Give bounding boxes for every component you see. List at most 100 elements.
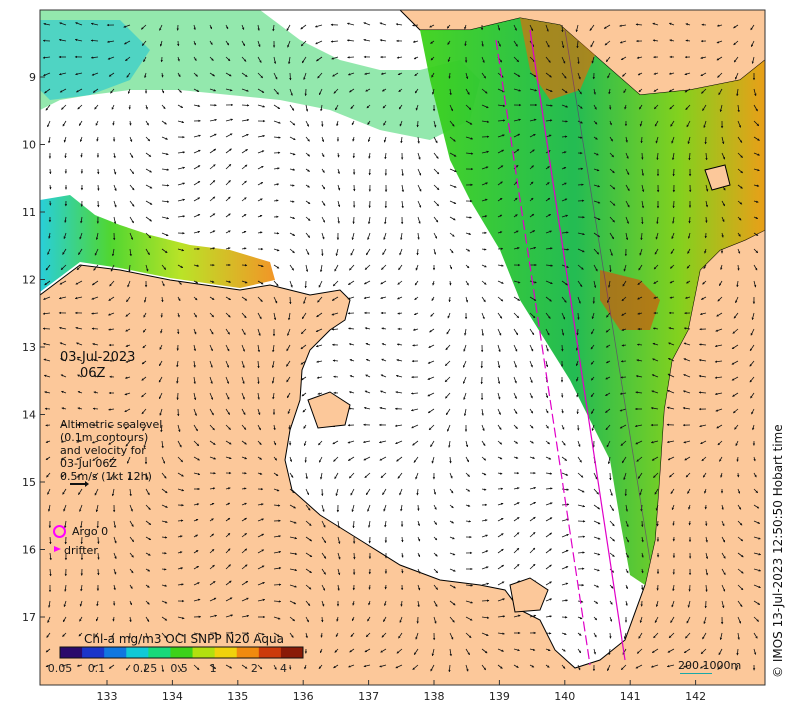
velocity-arrow xyxy=(193,165,201,170)
velocity-arrow xyxy=(718,280,723,287)
velocity-arrow xyxy=(688,216,691,224)
velocity-arrow xyxy=(145,152,152,157)
velocity-arrow xyxy=(289,152,296,156)
velocity-arrow xyxy=(545,72,552,78)
velocity-arrow xyxy=(397,296,403,300)
velocity-arrow xyxy=(273,167,280,170)
velocity-arrow xyxy=(637,72,643,76)
velocity-arrow xyxy=(241,213,247,218)
velocity-arrow xyxy=(737,152,743,158)
velocity-arrow xyxy=(273,120,281,124)
velocity-arrow xyxy=(716,40,723,44)
velocity-arrow xyxy=(62,120,67,127)
velocity-arrow xyxy=(225,180,231,186)
velocity-arrow xyxy=(625,136,628,143)
velocity-scale-arrow-icon xyxy=(70,481,89,487)
velocity-arrow xyxy=(655,136,659,144)
lat-tick-label: 14 xyxy=(22,409,36,422)
velocity-arrow xyxy=(656,152,659,161)
velocity-arrow xyxy=(127,88,131,94)
velocity-arrow xyxy=(145,232,152,239)
velocity-arrow xyxy=(561,24,564,33)
velocity-arrow xyxy=(700,296,707,300)
velocity-arrow xyxy=(129,216,134,224)
velocity-arrow xyxy=(145,120,149,126)
velocity-arrow xyxy=(177,120,185,124)
velocity-arrow xyxy=(449,88,452,96)
velocity-arrow xyxy=(577,72,581,80)
velocity-arrow xyxy=(225,148,232,154)
velocity-arrow xyxy=(609,184,616,190)
velocity-arrow xyxy=(144,72,147,79)
velocity-arrow xyxy=(545,40,550,48)
velocity-arrow xyxy=(209,72,215,77)
velocity-arrow xyxy=(497,181,503,186)
velocity-arrow xyxy=(273,312,277,321)
velocity-arrow xyxy=(415,264,419,271)
velocity-arrow xyxy=(481,296,486,303)
velocity-arrow xyxy=(289,200,295,203)
velocity-arrow xyxy=(91,72,99,76)
velocity-arrow xyxy=(529,296,537,301)
velocity-arrow xyxy=(447,56,451,62)
velocity-arrow xyxy=(225,164,232,170)
velocity-arrow xyxy=(448,72,451,79)
velocity-arrow xyxy=(257,24,260,31)
velocity-arrow xyxy=(337,152,340,158)
velocity-arrow xyxy=(577,56,580,65)
velocity-arrow xyxy=(209,196,216,202)
velocity-arrow xyxy=(94,104,99,110)
velocity-arrow xyxy=(381,264,387,270)
velocity-arrow xyxy=(641,184,645,193)
velocity-arrow xyxy=(159,24,163,31)
velocity-arrow xyxy=(145,136,151,142)
velocity-arrow xyxy=(129,232,133,240)
velocity-arrow xyxy=(48,232,51,239)
velocity-arrow xyxy=(655,232,659,240)
velocity-arrow xyxy=(545,213,552,218)
velocity-arrow xyxy=(177,280,182,285)
drifter-icon xyxy=(54,546,61,552)
velocity-arrow xyxy=(513,88,522,92)
velocity-arrow xyxy=(433,168,440,175)
velocity-arrow xyxy=(545,230,552,234)
velocity-arrow xyxy=(654,104,659,110)
velocity-arrow xyxy=(497,40,501,47)
velocity-arrow xyxy=(449,248,454,254)
velocity-arrow xyxy=(753,152,760,156)
velocity-arrow xyxy=(112,120,115,126)
velocity-arrow xyxy=(497,24,501,31)
velocity-arrow xyxy=(640,232,643,241)
argo-float-icon xyxy=(53,525,66,538)
velocity-arrow xyxy=(257,150,265,154)
altimetry-info: Altimetric sealevel (0.1m contours) and … xyxy=(60,418,162,483)
velocity-arrow xyxy=(589,24,595,31)
velocity-arrow xyxy=(97,536,100,545)
velocity-arrow xyxy=(737,184,743,189)
altimetry-line: and velocity for xyxy=(60,444,146,457)
velocity-arrow xyxy=(305,264,309,272)
velocity-arrow xyxy=(91,296,99,300)
velocity-arrow xyxy=(177,88,182,93)
velocity-arrow xyxy=(719,104,723,113)
velocity-arrow xyxy=(257,181,264,186)
velocity-arrow xyxy=(400,136,403,144)
velocity-arrow xyxy=(398,104,403,110)
velocity-arrow xyxy=(176,392,179,401)
velocity-arrow xyxy=(257,312,262,320)
velocity-arrow xyxy=(336,120,339,127)
velocity-arrow xyxy=(704,248,707,254)
velocity-arrow xyxy=(545,280,553,285)
velocity-arrow xyxy=(320,104,323,112)
velocity-arrow xyxy=(113,168,117,175)
velocity-arrow xyxy=(413,312,419,316)
velocity-arrow xyxy=(465,152,474,155)
velocity-arrow xyxy=(736,88,739,97)
velocity-arrow xyxy=(143,296,147,303)
velocity-arrow xyxy=(653,88,659,92)
velocity-arrow xyxy=(545,632,552,635)
velocity-arrow xyxy=(209,56,214,61)
velocity-arrow xyxy=(305,136,310,142)
velocity-arrow xyxy=(241,104,250,107)
velocity-arrow xyxy=(225,118,234,122)
